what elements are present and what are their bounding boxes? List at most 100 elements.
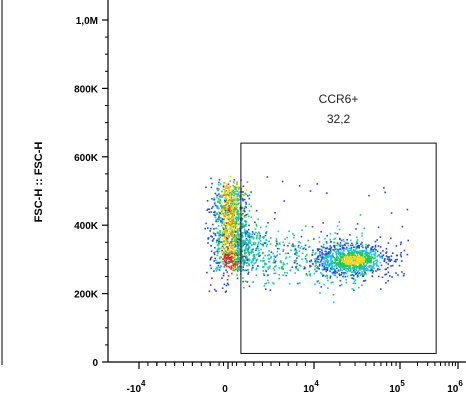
event-dot [235,187,238,189]
event-dot [223,234,225,236]
event-dot [366,259,369,262]
event-dot [347,253,349,255]
event-dot [206,200,209,202]
event-dot [233,234,236,236]
event-dot [369,258,371,261]
event-dot [267,266,269,268]
event-dot [400,260,403,262]
event-dot [289,269,292,271]
event-dot [249,241,251,243]
event-dot [213,260,215,262]
event-dot [342,260,344,263]
event-dot [233,266,235,268]
event-dot [245,201,247,204]
event-dot [225,284,228,287]
event-dot [231,221,234,224]
event-dot [210,177,212,180]
event-dot [365,257,367,260]
event-dot [341,262,344,264]
event-dot [235,204,238,206]
event-dot [218,214,220,217]
event-dot [323,256,326,259]
event-dot [374,248,376,250]
event-dot [225,185,228,187]
event-dot [351,271,353,273]
event-dot [329,269,331,272]
event-dot [241,222,244,225]
event-dot [233,230,235,232]
event-dot [259,242,262,245]
event-dot [240,262,243,265]
event-dot [256,234,259,237]
event-dot [221,222,224,224]
event-dot [221,277,223,279]
event-dot [403,273,405,275]
event-dot [218,240,220,242]
event-dot [374,240,377,243]
event-dot [226,201,228,204]
event-dot [221,218,224,220]
event-dot [344,261,347,264]
event-dot [214,212,216,214]
event-dot [244,224,247,226]
event-dot [355,228,357,230]
event-dot [233,200,235,203]
event-dot [338,257,340,259]
event-dot [342,244,344,247]
event-dot [227,275,230,277]
event-dot [350,274,352,277]
event-dot [250,260,253,263]
event-dot [223,189,226,191]
event-dot [235,216,237,218]
event-dot [366,255,369,258]
event-dot [243,250,246,252]
event-dot [236,270,239,272]
event-dot [232,256,235,258]
event-dot [345,265,348,268]
event-dot [267,279,269,282]
event-dot [238,194,241,197]
event-dot [339,244,342,247]
event-dot [241,213,244,216]
event-dot [223,181,225,184]
event-dot [235,236,237,239]
event-dot [235,197,237,199]
event-dot [286,272,288,274]
event-dot [235,204,237,207]
event-dot [221,193,223,196]
event-dot [228,235,230,237]
event-dot [224,232,226,234]
event-dot [345,267,347,270]
event-dot [327,279,329,282]
event-dot [357,275,360,278]
event-dot [353,280,356,283]
event-dot [218,238,220,240]
x-tick-label: 0 [222,384,228,395]
event-dot [369,269,371,272]
event-dot [338,266,341,268]
event-dot [218,241,220,244]
event-dot [252,255,255,257]
event-dot [358,245,361,247]
event-dot [226,230,228,232]
event-dot [332,301,335,303]
event-dot [232,250,235,252]
event-dot [242,240,244,242]
event-dot [345,272,348,275]
event-dot [373,254,376,257]
event-dot [334,274,337,277]
event-dot [353,251,356,254]
event-dot [233,201,236,204]
event-dot [211,277,213,280]
event-dot [326,268,329,271]
event-dot [363,265,366,267]
event-dot [368,261,371,264]
event-dot [258,232,261,235]
event-dot [235,220,237,223]
event-dot [227,209,230,211]
event-dot [231,238,234,240]
event-dot [325,247,328,250]
event-dot [245,203,247,205]
event-dot [388,260,390,262]
event-dot [237,194,239,196]
